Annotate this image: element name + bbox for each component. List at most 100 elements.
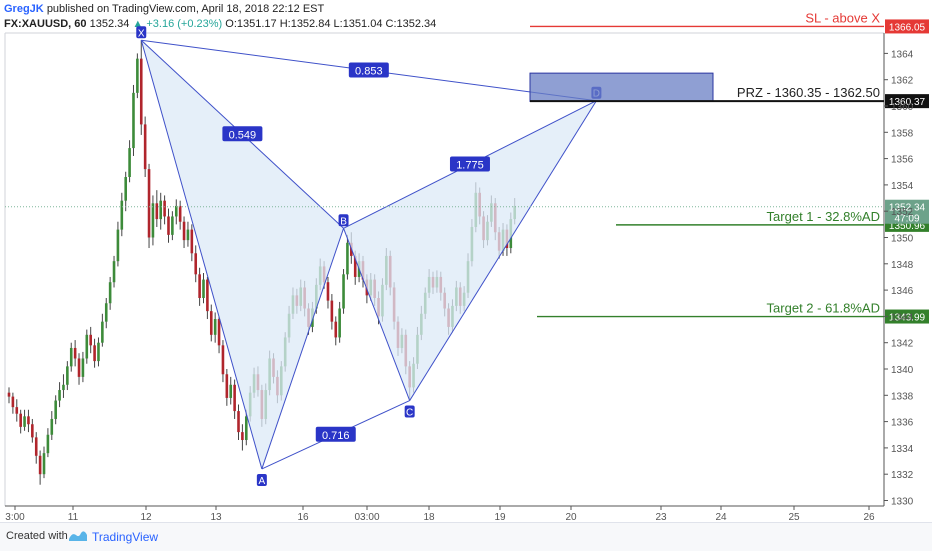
pattern-leg-bc <box>343 228 411 401</box>
last-price: 1352.34 <box>89 18 130 30</box>
candle-body <box>128 148 131 178</box>
y-tick-label: 1338 <box>891 391 914 402</box>
candle-body <box>7 392 11 397</box>
candle-body <box>34 437 38 456</box>
y-tick-label: 1348 <box>891 260 914 271</box>
ratio-label-box <box>315 426 356 442</box>
candle-body <box>93 345 96 362</box>
candle-body <box>182 221 186 241</box>
candle-body <box>42 453 46 475</box>
levels-layer: SL - above X 1366.05 PRZ - 1360.35 - 1362.… <box>5 10 929 324</box>
countdown-label: 47:09 <box>894 214 919 225</box>
candle-body <box>338 308 341 338</box>
symbol-label[interactable]: FX:XAUUSD, 60 <box>4 18 87 30</box>
prz-zone <box>529 72 714 102</box>
ratio-label-box <box>222 126 263 142</box>
y-tick-label: 1336 <box>891 418 914 429</box>
y-tick-label: 1352 <box>891 207 914 218</box>
tradingview-brand[interactable]: TradingView <box>92 530 159 544</box>
target1-label: Target 1 - 32.8%AD <box>767 209 880 224</box>
y-tick-label: 1340 <box>891 365 914 376</box>
y-tick-label: 1342 <box>891 339 914 350</box>
footer-bar: Created with TradingView <box>0 522 932 551</box>
candle-body <box>334 321 338 338</box>
x-tick-label: 18 <box>423 512 435 520</box>
y-tick-label: 1356 <box>891 155 914 166</box>
x-tick-label: 3:00 <box>5 512 25 520</box>
pattern-leg-xa <box>140 40 263 470</box>
candle-body <box>174 205 178 217</box>
candle-body <box>136 58 139 93</box>
pattern-leg-ab <box>261 228 345 470</box>
candle-body <box>77 358 81 377</box>
point-label-box <box>136 26 147 39</box>
candle-body <box>186 229 190 241</box>
y-tick-label: 1358 <box>891 128 914 139</box>
ratio-label: 0.716 <box>322 430 350 442</box>
candle-body <box>46 434 50 454</box>
candle-body <box>229 384 233 398</box>
candle-body <box>209 311 213 335</box>
x-tick-label: 19 <box>494 512 506 520</box>
x-tick-label: 03:00 <box>354 512 379 520</box>
candle-body <box>69 347 73 367</box>
candle-body <box>151 203 155 238</box>
y-tick-label: 1362 <box>891 76 914 87</box>
price-axis[interactable]: 1330 1332 1334 1336 1338 1340 1342 1344 1346 1348… <box>884 49 914 508</box>
xab-triangle <box>141 40 344 469</box>
y-tick-label: 1344 <box>891 312 914 323</box>
candle-body <box>330 300 334 322</box>
candle-body <box>66 366 69 385</box>
ratio-label: 0.853 <box>355 65 383 77</box>
sl-price-label: 1366.05 <box>889 22 926 33</box>
candle-body <box>116 229 120 262</box>
point-label-x: X <box>138 28 145 39</box>
candle-body <box>81 358 85 377</box>
y-tick-label: 1334 <box>891 444 914 455</box>
ratio-label-box <box>348 62 389 78</box>
x-tick-label: 24 <box>715 512 727 520</box>
point-label-box <box>338 214 349 227</box>
candle-body <box>198 274 201 298</box>
candle-body <box>159 200 163 220</box>
candle-body <box>104 303 108 322</box>
price-change: ▲ +3.16 (+0.23%) <box>132 18 223 30</box>
candle-body <box>124 177 127 201</box>
x-tick-label: 20 <box>565 512 577 520</box>
candle-body <box>163 200 166 217</box>
point-label-a: A <box>259 476 266 487</box>
published-info: published on TradingView.com, April 18, … <box>46 3 325 15</box>
pattern-leg-cd <box>409 100 597 401</box>
prz-price-label: 1360.37 <box>889 97 926 108</box>
candle-body <box>97 342 100 362</box>
current-price-label: 1352.34 <box>889 203 926 214</box>
candle-body <box>233 384 236 412</box>
candle-body <box>178 205 182 222</box>
x-tick-label: 23 <box>655 512 667 520</box>
candle-body <box>101 321 104 343</box>
candle-body <box>120 200 124 230</box>
candle-body <box>167 216 170 235</box>
y-tick-label: 1350 <box>891 234 914 245</box>
candle-body <box>15 407 19 414</box>
candle-body <box>85 334 89 359</box>
candle-body <box>190 229 194 254</box>
chart-header: GregJK published on TradingView.com, Apr… <box>4 2 436 32</box>
x-tick-label: 11 <box>68 512 79 520</box>
candle-body <box>31 424 34 438</box>
candle-body <box>19 413 22 427</box>
author-name[interactable]: GregJK <box>4 3 44 15</box>
candle-body <box>58 390 61 401</box>
y-tick-label: 1354 <box>891 181 914 192</box>
candle-body <box>89 334 92 346</box>
candle-body <box>225 374 229 398</box>
candle-body <box>147 169 151 238</box>
candle-body <box>241 432 244 441</box>
x-tick-label: 16 <box>297 512 309 520</box>
y-tick-label: 1346 <box>891 286 914 297</box>
x-tick-label: 25 <box>788 512 800 520</box>
time-axis[interactable]: 3:00 11 12 13 16 03:00 18 19 20 23 24 25 26 <box>5 506 875 520</box>
candle-body <box>54 400 57 419</box>
sl-price-tag <box>885 19 929 34</box>
